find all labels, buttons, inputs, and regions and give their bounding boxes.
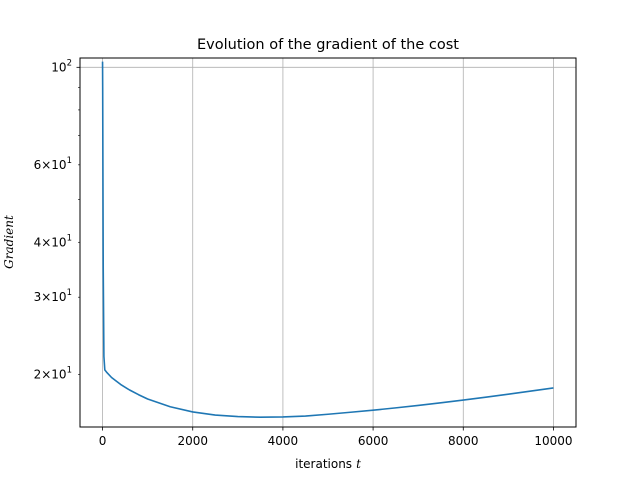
y-tick-label-mantissa: 3×10 [34,290,67,304]
gradient-series-line [101,61,554,419]
y-tick-label: 102 [51,58,72,74]
x-tick-label: 0 [99,434,107,448]
x-axis-label-text: iterations [295,457,352,471]
tick-labels: 0 2000 4000 6000 8000 100001022×1013×1014×101… [34,58,573,448]
x-tick-label: 8000 [448,434,479,448]
y-tick-label-exponent: 1 [67,233,72,243]
y-tick-label-exponent: 1 [67,288,72,298]
y-tick-label: 4×101 [34,233,72,249]
y-tick-label: 2×101 [34,366,72,382]
y-tick-label-exponent: 1 [67,156,72,166]
y-tick-label: 6×101 [34,156,72,172]
series-layer [101,61,554,419]
y-tick-label-exponent: 2 [67,58,72,68]
x-tick-label: 2000 [177,434,208,448]
y-tick-label-exponent: 1 [67,366,72,376]
x-axis-label: iterations t [295,457,361,471]
chart-title: Evolution of the gradient of the cost [197,37,459,53]
grid [80,58,576,427]
x-axis-label-variable: t [356,457,361,471]
y-tick-label-mantissa: 4×10 [34,235,67,249]
y-tick-label-mantissa: 2×10 [34,368,67,382]
y-axis-label: Gradient [2,215,16,269]
x-tick-label: 10000 [534,434,572,448]
y-tick-label: 3×101 [34,288,72,304]
y-tick-label-mantissa: 6×10 [34,158,67,172]
ticks [76,66,554,431]
x-tick-label: 4000 [268,434,299,448]
x-tick-label: 6000 [358,434,389,448]
y-tick-label-base: 10 [51,60,66,74]
